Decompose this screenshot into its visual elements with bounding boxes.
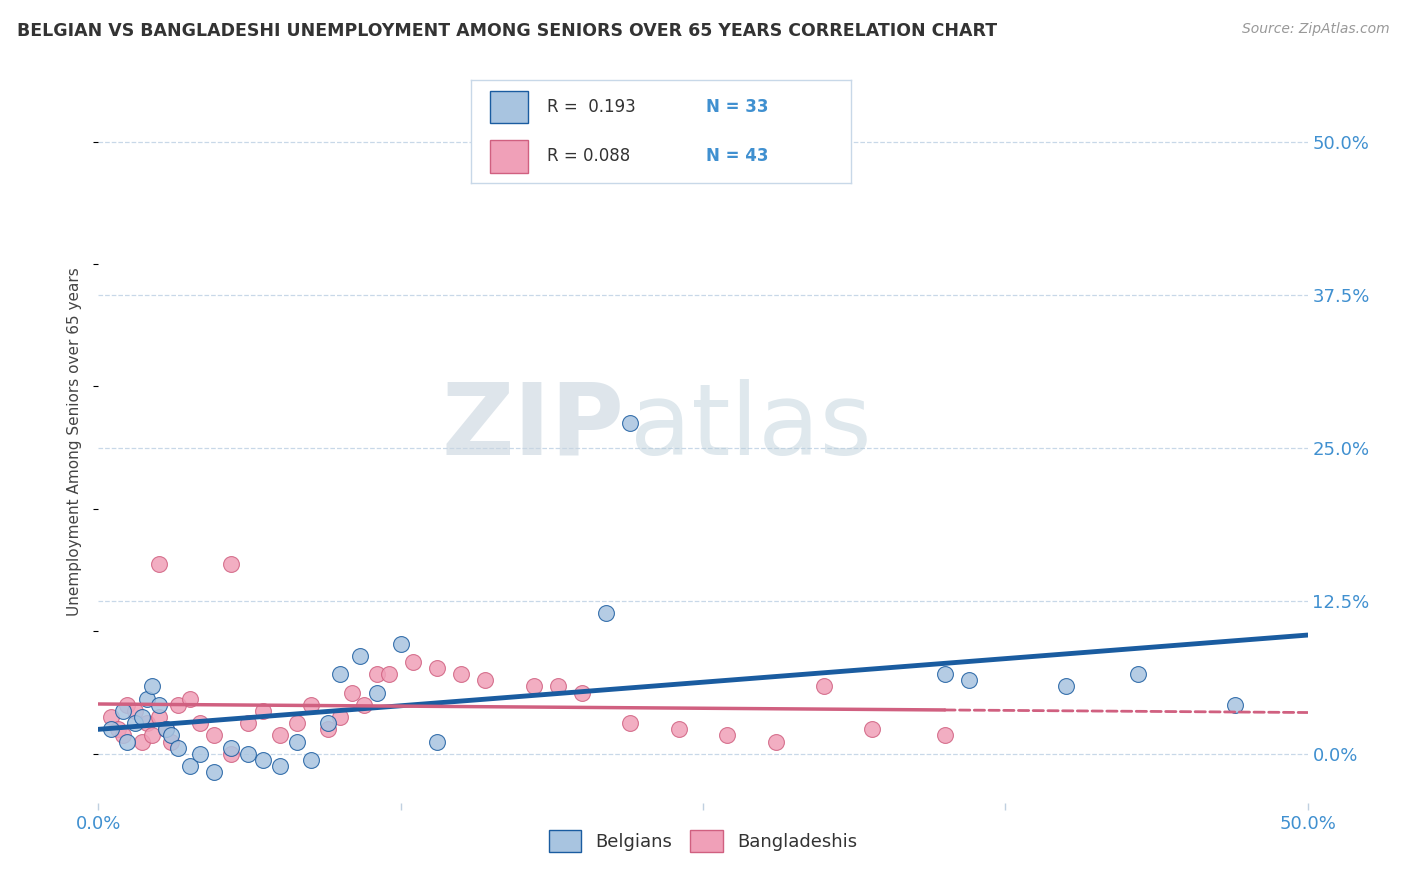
Point: [329, 710, 352, 724]
Legend: Belgians, Bangladeshis: Belgians, Bangladeshis: [541, 822, 865, 859]
Point: [160, 734, 183, 748]
Point: [571, 685, 593, 699]
Point: [252, 753, 274, 767]
Point: [547, 680, 569, 694]
Point: [100, 710, 122, 724]
Text: Source: ZipAtlas.com: Source: ZipAtlas.com: [1241, 22, 1389, 37]
Point: [179, 691, 201, 706]
Point: [179, 759, 201, 773]
Point: [765, 734, 787, 748]
Point: [221, 557, 243, 571]
Point: [813, 680, 835, 694]
Point: [668, 723, 690, 737]
Point: [111, 704, 134, 718]
Point: [474, 673, 496, 688]
Point: [299, 753, 322, 767]
Text: N = 43: N = 43: [706, 147, 769, 165]
Point: [188, 747, 211, 761]
Point: [238, 747, 260, 761]
Point: [238, 716, 260, 731]
Point: [148, 698, 170, 712]
Point: [124, 704, 146, 718]
Point: [595, 606, 617, 620]
Point: [252, 704, 274, 718]
Point: [1128, 667, 1150, 681]
Point: [155, 723, 177, 737]
Text: R = 0.088: R = 0.088: [547, 147, 630, 165]
Point: [316, 716, 339, 731]
Point: [402, 655, 425, 669]
Point: [366, 685, 388, 699]
Point: [148, 710, 170, 724]
Point: [285, 734, 308, 748]
Point: [135, 691, 157, 706]
Point: [141, 680, 163, 694]
Point: [131, 734, 153, 748]
Point: [221, 740, 243, 755]
Point: [135, 716, 157, 731]
Point: [100, 723, 122, 737]
Text: ZIP: ZIP: [441, 378, 624, 475]
Point: [523, 680, 546, 694]
Point: [131, 710, 153, 724]
Point: [204, 765, 226, 780]
Text: BELGIAN VS BANGLADESHI UNEMPLOYMENT AMONG SENIORS OVER 65 YEARS CORRELATION CHAR: BELGIAN VS BANGLADESHI UNEMPLOYMENT AMON…: [17, 22, 997, 40]
Y-axis label: Unemployment Among Seniors over 65 years: Unemployment Among Seniors over 65 years: [67, 268, 83, 615]
Point: [285, 716, 308, 731]
Point: [389, 637, 412, 651]
Point: [148, 557, 170, 571]
Point: [353, 698, 375, 712]
Point: [269, 728, 291, 742]
Point: [619, 416, 641, 430]
Point: [299, 698, 322, 712]
Text: N = 33: N = 33: [706, 98, 769, 116]
Point: [426, 661, 449, 675]
Text: atlas: atlas: [630, 378, 872, 475]
Point: [221, 747, 243, 761]
Point: [329, 667, 352, 681]
Point: [160, 728, 183, 742]
Point: [342, 685, 364, 699]
Point: [957, 673, 980, 688]
Point: [860, 723, 883, 737]
Point: [426, 734, 449, 748]
Point: [111, 728, 134, 742]
Point: [377, 667, 399, 681]
Point: [619, 716, 641, 731]
Point: [117, 734, 139, 748]
Point: [934, 667, 956, 681]
Point: [107, 723, 129, 737]
Point: [269, 759, 291, 773]
FancyBboxPatch shape: [491, 91, 529, 123]
Point: [316, 723, 339, 737]
Point: [141, 728, 163, 742]
Point: [188, 716, 211, 731]
Point: [366, 667, 388, 681]
Text: R =  0.193: R = 0.193: [547, 98, 636, 116]
Point: [716, 728, 738, 742]
Point: [1223, 698, 1246, 712]
Point: [155, 723, 177, 737]
Point: [117, 698, 139, 712]
Point: [1054, 680, 1077, 694]
Point: [934, 728, 956, 742]
Point: [450, 667, 472, 681]
Point: [349, 648, 371, 663]
Point: [204, 728, 226, 742]
Point: [167, 698, 190, 712]
FancyBboxPatch shape: [491, 140, 529, 173]
Point: [124, 716, 146, 731]
Point: [167, 740, 190, 755]
